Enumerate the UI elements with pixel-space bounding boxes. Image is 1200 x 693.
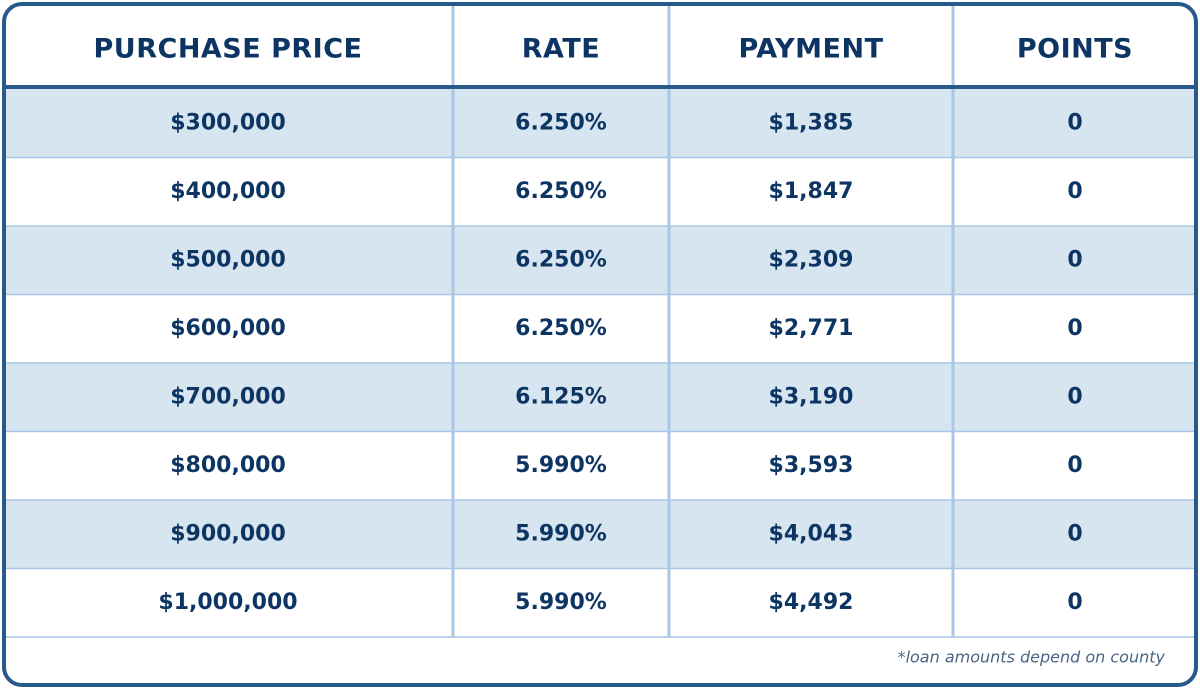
table-cell: 0 (1067, 179, 1082, 204)
table-cell: $700,000 (170, 384, 286, 409)
table-cell: $900,000 (170, 521, 286, 546)
table-cell: 0 (1067, 110, 1082, 135)
column-header: POINTS (1017, 34, 1133, 65)
table-cell: 0 (1067, 247, 1082, 272)
table-cell: $600,000 (170, 316, 286, 341)
table-cell: 0 (1067, 453, 1082, 478)
column-header: PAYMENT (739, 34, 884, 65)
table-cell: $400,000 (170, 179, 286, 204)
table-cell: $800,000 (170, 453, 286, 478)
column-header: PURCHASE PRICE (94, 34, 363, 65)
table-cell: $3,593 (769, 453, 854, 478)
column-dividers (451, 6, 955, 637)
table-cell: 0 (1067, 316, 1082, 341)
table-body: $300,000 6.250% $1,385 0 $400,000 6.250% $1,84… (6, 89, 1194, 638)
table-cell: $500,000 (170, 247, 286, 272)
table-cell: $2,771 (769, 316, 854, 341)
column-header: RATE (522, 34, 600, 65)
table-cell: $4,043 (769, 521, 854, 546)
table-cell: 5.990% (515, 521, 607, 546)
row-background (6, 226, 1194, 295)
table-cell: $1,000,000 (158, 590, 297, 615)
table-cell: 0 (1067, 590, 1082, 615)
table-cell: $300,000 (170, 110, 286, 135)
footnote: *loan amounts depend on county (898, 648, 1166, 667)
table-cell: $3,190 (769, 384, 854, 409)
row-background (6, 363, 1194, 432)
table-cell: 6.250% (515, 316, 607, 341)
table-cell: 5.990% (515, 590, 607, 615)
table-cell: 0 (1067, 384, 1082, 409)
row-background (6, 89, 1194, 158)
table-cell: 6.125% (515, 384, 607, 409)
table-cell: $1,385 (769, 110, 854, 135)
table-cell: 6.250% (515, 247, 607, 272)
row-background (6, 500, 1194, 569)
table-cell: $4,492 (769, 590, 854, 615)
table-cell: 6.250% (515, 179, 607, 204)
table-cell: $1,847 (769, 179, 854, 204)
table-cell: $2,309 (769, 247, 854, 272)
table-cell: 0 (1067, 521, 1082, 546)
table-cell: 5.990% (515, 453, 607, 478)
table-cell: 6.250% (515, 110, 607, 135)
